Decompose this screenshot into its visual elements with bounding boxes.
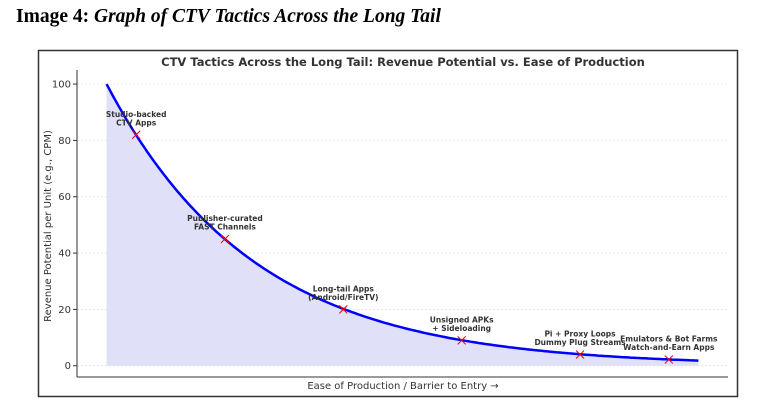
point-label: Dummy Plug Streams xyxy=(534,338,626,347)
point-marker xyxy=(338,305,348,314)
point-marker xyxy=(220,234,230,244)
point-label: Pi + Proxy Loops xyxy=(544,329,616,338)
point-label: Watch-and-Earn Apps xyxy=(623,343,715,352)
point-marker xyxy=(664,355,674,364)
y-tick-label: 0 xyxy=(65,361,71,372)
y-axis-label: Revenue Potential per Unit (e.g., CPM) xyxy=(43,130,54,322)
point-marker xyxy=(131,130,141,140)
figure-heading: Image 4: Graph of CTV Tactics Across the… xyxy=(16,6,441,28)
y-tick-label: 60 xyxy=(58,192,71,203)
point-label: Studio-backed xyxy=(106,110,167,119)
y-tick-label: 100 xyxy=(52,80,71,91)
point-label: FAST Channels xyxy=(194,222,256,231)
point-marker xyxy=(575,350,585,359)
point-label: Long-tail Apps xyxy=(313,284,375,293)
heading-title: Graph of CTV Tactics Across the Long Tai… xyxy=(93,6,441,27)
point-label: Emulators & Bot Farms xyxy=(620,335,718,344)
point-marker xyxy=(457,336,467,345)
point-label: CTV Apps xyxy=(116,118,157,127)
point-label: (Android/FireTV) xyxy=(308,293,378,302)
heading-prefix: Image 4: xyxy=(16,6,90,27)
y-tick-label: 20 xyxy=(58,305,71,316)
point-label: Unsigned APKs xyxy=(430,315,494,324)
area-fill xyxy=(106,84,699,366)
y-tick-label: 40 xyxy=(58,249,71,260)
x-axis-label: Ease of Production / Barrier to Entry → xyxy=(307,381,498,392)
point-label: + Sideloading xyxy=(432,324,491,333)
y-tick-label: 80 xyxy=(58,136,71,147)
curve-line xyxy=(105,83,699,362)
chart-title: CTV Tactics Across the Long Tail: Revenu… xyxy=(161,55,645,69)
point-label: Publisher-curated xyxy=(187,214,263,223)
